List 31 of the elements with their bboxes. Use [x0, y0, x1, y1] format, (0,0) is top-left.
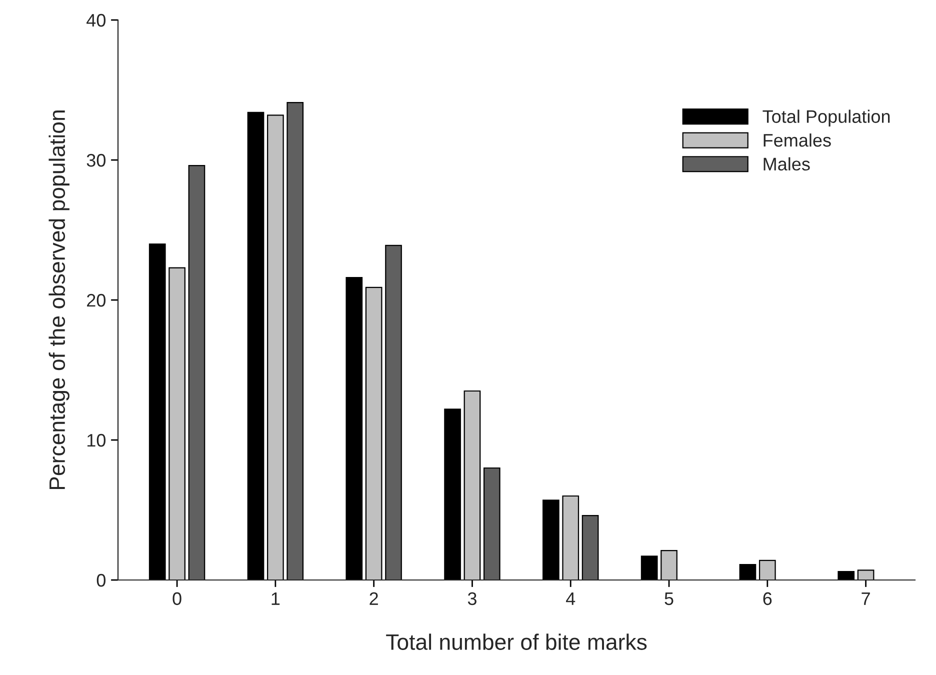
bar — [483, 467, 500, 580]
bar — [582, 515, 599, 580]
x-tick-label: 2 — [370, 592, 378, 605]
y-axis-title: Percentage of the observed population — [48, 110, 70, 490]
bar — [247, 112, 264, 580]
bar — [444, 408, 461, 580]
bar — [286, 102, 304, 580]
bar — [148, 243, 166, 580]
y-tick-label: 20 — [87, 294, 106, 307]
x-tick-label: 1 — [272, 592, 280, 605]
x-tick-label: 6 — [763, 592, 772, 606]
bar — [739, 564, 756, 580]
x-tick-label: 4 — [566, 592, 576, 605]
legend-label: Total Population — [762, 110, 890, 127]
y-tick-label: 0 — [96, 574, 106, 587]
x-tick-label: 3 — [468, 592, 476, 606]
bar — [838, 571, 855, 580]
bar — [542, 500, 560, 580]
legend-label: Males — [764, 157, 810, 171]
bar — [188, 165, 206, 580]
bar — [640, 556, 658, 580]
y-tick-label: 30 — [86, 154, 106, 167]
y-tick-label: 40 — [86, 14, 106, 27]
x-tick-label: 7 — [862, 592, 870, 605]
x-tick-label: 0 — [172, 592, 182, 606]
y-tick-label: 10 — [87, 434, 106, 447]
x-tick-label: 5 — [664, 592, 674, 606]
bar — [346, 277, 363, 580]
bar — [385, 244, 402, 580]
legend-label: Females — [764, 133, 831, 147]
x-axis-title: Total number of bite marks — [386, 634, 647, 650]
